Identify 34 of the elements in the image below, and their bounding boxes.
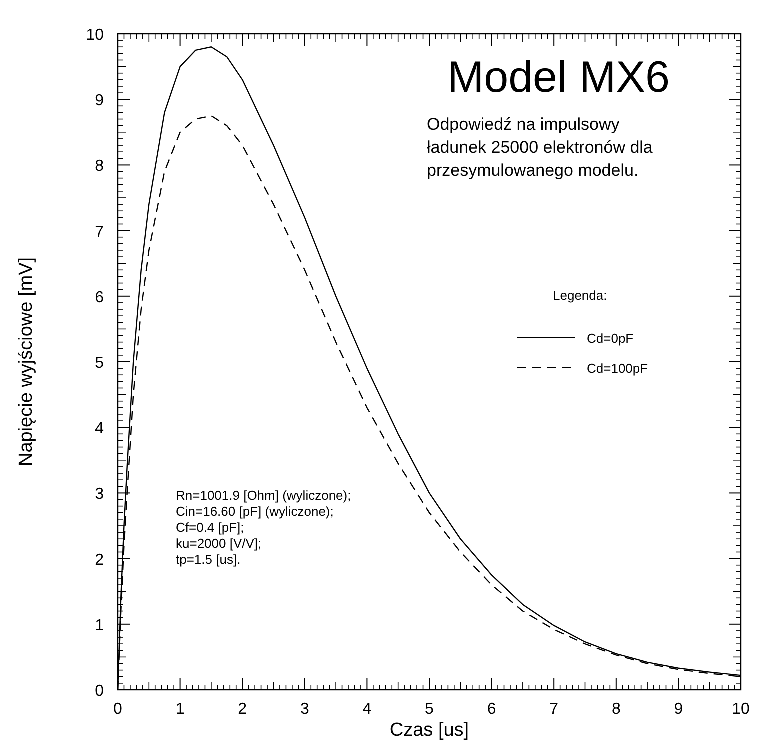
- legend-label: Cd=0pF: [587, 331, 634, 346]
- x-axis-title: Czas [us]: [390, 720, 470, 741]
- x-tick-label: 0: [114, 701, 123, 718]
- y-tick-label: 3: [95, 486, 104, 504]
- annotation: Rn=1001.9 [Ohm] (wyliczone);: [176, 488, 352, 503]
- y-tick-label: 4: [95, 420, 104, 438]
- y-tick-label: 9: [95, 92, 104, 110]
- y-tick-label: 0: [95, 683, 104, 700]
- y-tick-label: 8: [95, 158, 104, 176]
- legend-label: Cd=100pF: [587, 361, 648, 376]
- text: Odpowiedź na impulsowy ładunek 25000 elektronów dla przesymulowanego modelu.: [427, 115, 654, 180]
- x-tick-label: 8: [612, 701, 621, 718]
- x-tick-label: 9: [674, 701, 684, 718]
- x-tick-label: 2: [238, 701, 248, 718]
- y-tick-label: 1: [95, 617, 104, 634]
- y-axis-title: Napięcie wyjściowe [mV]: [16, 257, 37, 467]
- y-tick-label: 7: [95, 224, 104, 241]
- annotation: Cf=0.4 [pF];: [176, 520, 244, 535]
- annotation: Cin=16.60 [pF] (wyliczone);: [176, 504, 334, 519]
- x-tick-label: 7: [550, 701, 559, 718]
- x-tick-label: 3: [300, 701, 310, 718]
- annotation: tp=1.5 [us].: [176, 552, 241, 567]
- y-tick-label: 2: [95, 552, 104, 569]
- x-tick-label: 4: [362, 701, 372, 718]
- x-tick-label: 5: [425, 701, 434, 718]
- legend-title: Legenda:: [553, 288, 608, 303]
- annotation: ku=2000 [V/V];: [176, 536, 262, 551]
- chart-title: Model MX6: [447, 53, 670, 102]
- y-tick-label: 10: [86, 27, 104, 44]
- y-tick-label: 5: [95, 355, 104, 372]
- x-tick-label: 1: [176, 701, 185, 718]
- y-tick-label: 6: [95, 289, 104, 306]
- x-tick-label: 6: [487, 701, 496, 718]
- x-tick-label: 10: [732, 701, 750, 718]
